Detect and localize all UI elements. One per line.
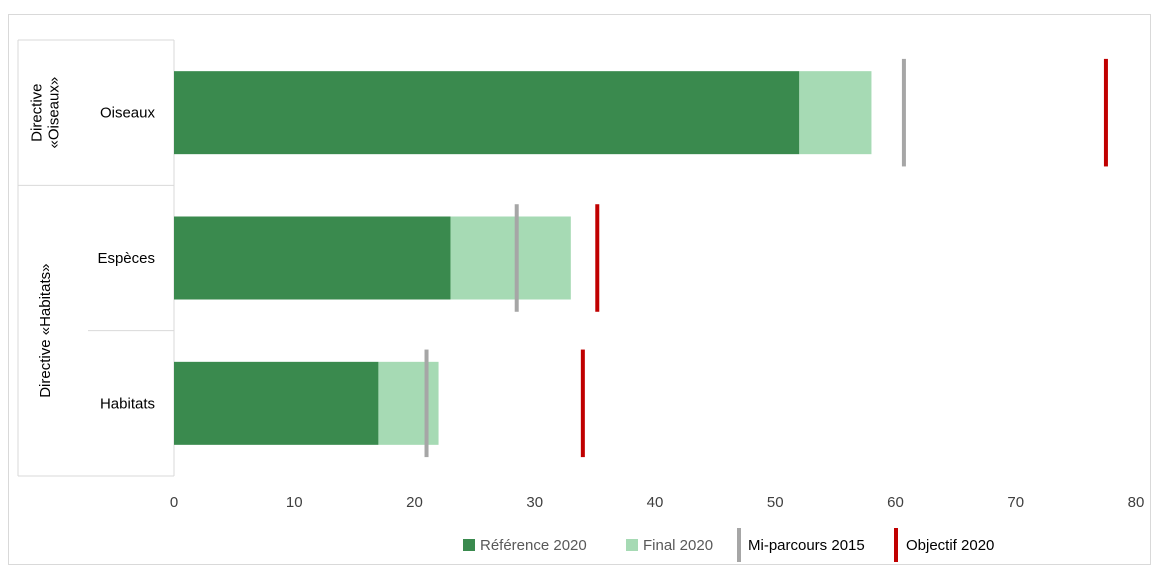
bar-reference-2020-oiseaux [174,71,800,155]
x-tick-label: 70 [1007,494,1024,511]
category-label-habitats: Habitats [100,395,155,412]
x-tick-label: 80 [1128,494,1145,511]
group-labels: Directive«Oiseaux» Directive «Habitats» [18,77,174,398]
marker-mi-parcours-2015-habitats [424,349,429,458]
x-tick-label: 50 [767,494,784,511]
bar-final-2020-habitats [378,361,439,445]
legend-label-reference-2020: Référence 2020 [480,537,587,554]
x-tick-labels: 0 10 20 30 40 50 60 70 80 [170,494,1145,511]
legend-swatch-final-2020 [626,539,638,551]
legend-swatch-reference-2020 [463,539,475,551]
x-tick-label: 10 [286,494,303,511]
bar-final-2020-especes [450,216,571,300]
x-tick-label: 20 [406,494,423,511]
x-tick-label: 60 [887,494,904,511]
legend-label-mi-parcours-2015: Mi-parcours 2015 [748,537,865,554]
markers [424,58,1108,458]
bar-reference-2020-especes [174,216,451,300]
group-label-line: «Oiseaux» [46,77,63,149]
legend-swatch-mi-parcours-2015 [737,528,741,562]
x-tick-label: 0 [170,494,178,511]
marker-mi-parcours-2015-oiseaux [901,58,906,167]
category-label-especes: Espèces [97,250,155,267]
legend-label-final-2020: Final 2020 [643,537,713,554]
bars [174,71,872,445]
group-label-line: Directive [29,83,46,141]
bar-reference-2020-habitats [174,361,379,445]
x-tick-label: 30 [526,494,543,511]
marker-objectif-2020-habitats [580,349,585,458]
category-labels: Oiseaux Espèces Habitats [97,105,155,413]
category-label-oiseaux: Oiseaux [100,105,156,122]
legend-label-objectif-2020: Objectif 2020 [906,537,994,554]
marker-objectif-2020-oiseaux [1103,58,1108,167]
bar-final-2020-oiseaux [799,71,872,155]
marker-mi-parcours-2015-especes [514,204,519,312]
x-tick-label: 40 [647,494,664,511]
legend-swatch-objectif-2020 [894,528,898,562]
group-label-directive-oiseaux: Directive«Oiseaux» [29,77,63,149]
legend: Référence 2020 Final 2020 Mi-parcours 2015… [463,528,994,562]
group-label-line: Directive «Habitats» [37,264,54,398]
group-label-directive-habitats: Directive «Habitats» [37,264,54,398]
marker-objectif-2020-especes [595,204,600,312]
